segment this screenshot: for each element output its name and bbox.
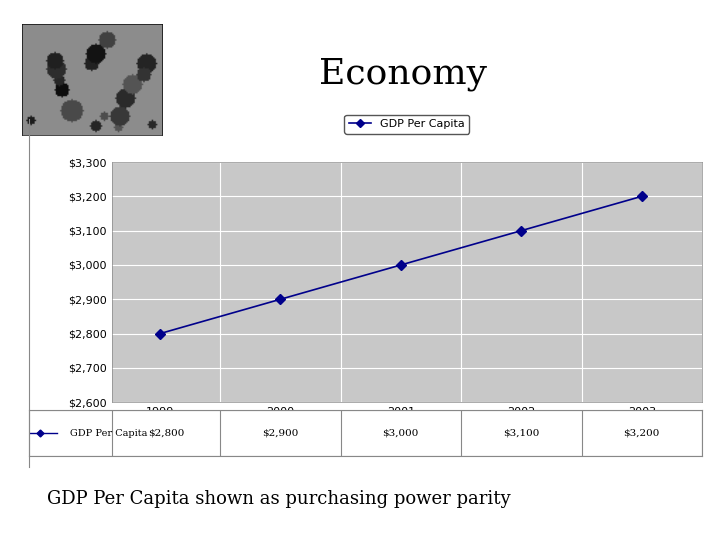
Text: $3,000: $3,000 <box>382 429 419 438</box>
Text: $2,800: $2,800 <box>148 429 184 438</box>
Legend: GDP Per Capita: GDP Per Capita <box>344 114 469 133</box>
Text: $3,200: $3,200 <box>624 429 660 438</box>
Text: $3,100: $3,100 <box>503 429 539 438</box>
Text: Economy: Economy <box>319 57 487 91</box>
Text: $2,900: $2,900 <box>262 429 299 438</box>
Text: GDP Per Capita shown as purchasing power parity: GDP Per Capita shown as purchasing power… <box>47 490 510 508</box>
Text: GDP Per Capita: GDP Per Capita <box>71 429 148 438</box>
